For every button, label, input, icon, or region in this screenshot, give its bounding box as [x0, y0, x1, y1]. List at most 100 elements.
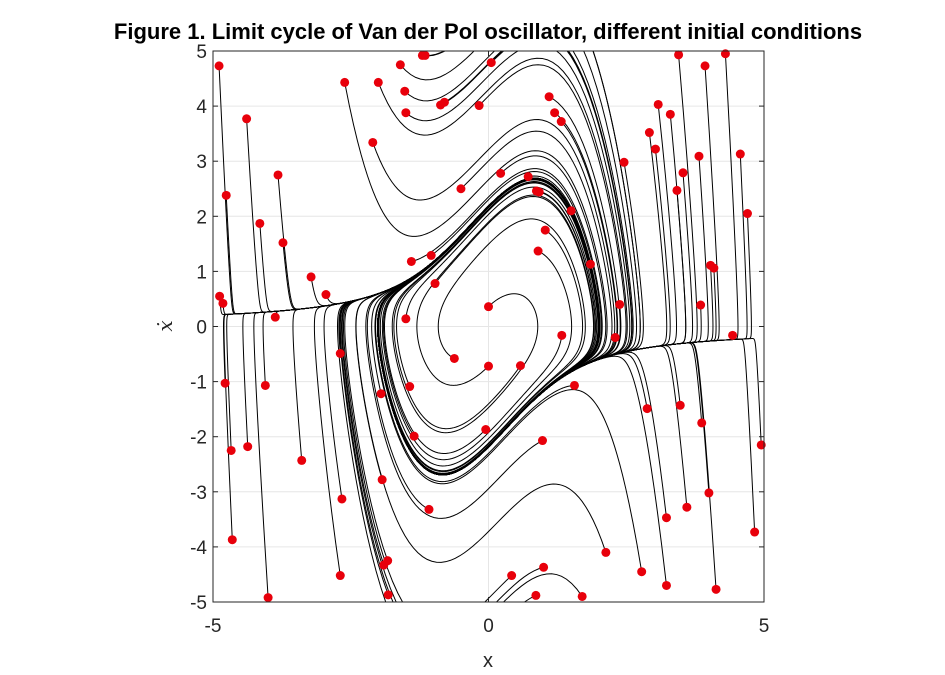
initial-point-marker: [700, 61, 710, 71]
x-axis-label: x: [483, 650, 493, 672]
initial-point-marker: [566, 206, 576, 216]
initial-point-marker: [373, 77, 383, 87]
initial-point-marker: [481, 425, 491, 435]
initial-point-marker: [637, 567, 647, 577]
initial-point-marker: [585, 259, 595, 269]
initial-point-marker: [368, 137, 378, 147]
initial-point-marker: [709, 263, 719, 273]
initial-point-marker: [449, 353, 459, 363]
initial-point-marker: [306, 272, 316, 282]
x-tick-label: 5: [759, 616, 770, 637]
initial-point-marker: [243, 442, 253, 452]
initial-point-marker: [704, 488, 714, 498]
trajectories: [218, 51, 762, 602]
initial-point-marker: [682, 502, 692, 512]
grid: [212, 50, 765, 603]
initial-point-marker: [544, 92, 554, 102]
initial-point-marker: [720, 49, 730, 59]
initial-point-marker: [661, 513, 671, 523]
initial-point-marker: [395, 60, 405, 70]
initial-point-marker: [263, 593, 273, 603]
initial-point-marker: [696, 300, 706, 310]
trajectory-line: [377, 178, 762, 476]
initial-point-marker: [750, 527, 760, 537]
initial-point-marker: [297, 455, 307, 465]
x-tick-label: -5: [205, 616, 222, 637]
initial-point-marker: [694, 151, 704, 161]
plot-area: -5 0 5 5 4 3 2 1 0 -1 -2 -3 -4 -5: [190, 42, 769, 637]
initial-point-marker: [226, 445, 236, 455]
initial-point-marker: [424, 504, 434, 514]
initial-point-marker: [406, 256, 416, 266]
initial-point-marker: [401, 108, 411, 118]
initial-point-marker: [401, 314, 411, 324]
x-tick-label: 0: [483, 616, 494, 637]
initial-point-marker: [383, 556, 393, 566]
initial-point-marker: [675, 400, 685, 410]
y-tick-label: -2: [190, 428, 207, 449]
initial-point-marker: [523, 172, 533, 182]
initial-point-marker: [270, 312, 280, 322]
initial-point-marker: [556, 117, 566, 127]
initial-point-marker: [507, 571, 517, 581]
y-tick-label: -4: [190, 538, 207, 559]
initial-point-marker: [278, 238, 288, 248]
initial-point-marker: [218, 298, 228, 308]
initial-point-marker: [742, 209, 752, 219]
initial-point-marker: [540, 225, 550, 235]
y-tick-label: 5: [196, 42, 207, 63]
initial-point-marker: [220, 378, 230, 388]
initial-point-marker: [321, 290, 331, 300]
initial-point-marker: [756, 440, 766, 450]
y-axis-label: ẋ: [153, 320, 177, 331]
initial-point-marker: [260, 380, 270, 390]
initial-point-marker: [340, 77, 350, 87]
initial-point-marker: [569, 380, 579, 390]
initial-point-marker: [650, 144, 660, 154]
y-tick-label: 1: [196, 262, 207, 283]
initial-point-marker: [255, 218, 265, 228]
initial-point-marker: [474, 101, 484, 111]
initial-point-marker: [672, 185, 682, 195]
initial-point-marker: [674, 50, 684, 60]
chart-title: Figure 1. Limit cycle of Van der Pol osc…: [114, 19, 862, 44]
initial-point-marker: [409, 431, 419, 441]
initial-point-marker: [420, 50, 430, 60]
y-tick-label: 2: [196, 207, 207, 228]
initial-point-marker: [400, 86, 410, 96]
initial-point-marker: [426, 250, 436, 260]
initial-point-marker: [439, 97, 449, 107]
initial-point-marker: [577, 591, 587, 601]
initial-point-marker: [335, 571, 345, 581]
initial-condition-markers: [214, 49, 766, 603]
initial-point-marker: [678, 168, 688, 178]
initial-point-marker: [242, 114, 252, 124]
initial-point-marker: [619, 157, 629, 167]
initial-point-marker: [383, 590, 393, 600]
initial-point-marker: [273, 170, 283, 180]
initial-point-marker: [377, 475, 387, 485]
initial-point-marker: [405, 382, 415, 392]
initial-point-marker: [550, 108, 560, 118]
initial-point-marker: [221, 190, 231, 200]
initial-point-marker: [484, 302, 493, 312]
initial-point-marker: [376, 389, 386, 399]
ticks: -5 0 5 5 4 3 2 1 0 -1 -2 -3 -4 -5: [190, 42, 769, 637]
y-tick-label: -1: [190, 373, 207, 394]
initial-point-marker: [534, 187, 544, 197]
initial-point-marker: [653, 99, 663, 109]
initial-point-marker: [661, 580, 671, 590]
initial-point-marker: [484, 361, 493, 371]
initial-point-marker: [337, 494, 347, 504]
initial-point-marker: [557, 330, 567, 340]
y-tick-label: -3: [190, 483, 207, 504]
initial-point-marker: [496, 168, 506, 178]
initial-point-marker: [214, 61, 224, 71]
initial-point-marker: [456, 184, 466, 194]
initial-point-marker: [537, 436, 547, 446]
y-tick-label: 3: [196, 152, 207, 173]
y-tick-label: 4: [196, 97, 207, 118]
y-tick-label: -5: [190, 593, 207, 614]
initial-point-marker: [601, 547, 611, 557]
